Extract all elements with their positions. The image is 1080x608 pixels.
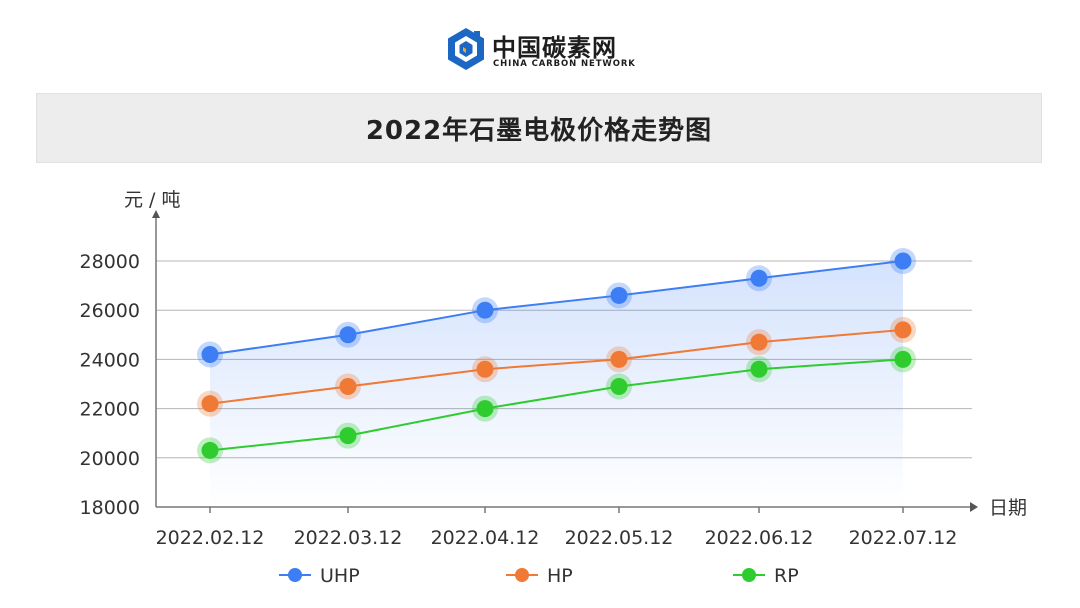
uhp-data-point: [472, 297, 498, 324]
legend-item-rp: RP: [733, 565, 799, 587]
rp-data-point: [472, 395, 498, 422]
uhp-data-point: [335, 321, 361, 348]
logo: 中国碳素网 CHINA CARBON NETWORK: [446, 26, 646, 74]
hp-series-line: [209, 328, 904, 405]
y-tick-label: 22000: [80, 399, 140, 421]
hp-point-marker: [201, 395, 219, 413]
rp-data-point: [606, 373, 632, 400]
uhp-point-marker: [476, 301, 494, 319]
logo-name-en: CHINA CARBON NETWORK: [493, 59, 636, 69]
uhp-series-line: [209, 260, 904, 356]
rp-point-marker: [894, 350, 912, 368]
x-tick-labels: 2022.02.12 2022.03.12 2022.04.12 2022.05.12…: [156, 527, 958, 549]
rp-data-point: [746, 356, 772, 383]
legend-label: HP: [547, 565, 573, 587]
legend-marker-icon: [515, 568, 529, 582]
uhp-data-point: [890, 248, 916, 274]
hp-data-point: [472, 356, 498, 383]
legend: UHP HP RP: [279, 565, 799, 587]
hp-point-marker: [476, 360, 494, 378]
uhp-data-point: [197, 341, 223, 368]
uhp-area-fill: [210, 261, 903, 507]
rp-data-point: [197, 437, 223, 464]
line-chart: 18000 20000 22000 24000 26000 28000 2022.02.1…: [80, 189, 1027, 587]
hp-point-marker: [610, 350, 628, 368]
rp-point-marker: [201, 441, 219, 459]
hp-data-point: [890, 316, 916, 343]
rp-point-marker: [750, 360, 768, 378]
uhp-point-marker: [750, 269, 768, 287]
hp-data-point: [335, 373, 361, 400]
rp-data-point: [890, 346, 916, 373]
x-tick-label: 2022.05.12: [565, 527, 674, 549]
y-axis-arrow-icon: [152, 210, 160, 218]
hp-point-marker: [750, 333, 768, 351]
uhp-data-point: [606, 282, 632, 309]
y-tick-label: 28000: [80, 251, 140, 273]
x-axis-arrow-icon: [970, 502, 978, 512]
y-tick-label: 20000: [80, 448, 140, 470]
legend-label: RP: [774, 565, 799, 587]
series: [197, 248, 916, 464]
x-tick-label: 2022.03.12: [294, 527, 403, 549]
x-tick-label: 2022.06.12: [705, 527, 814, 549]
legend-item-hp: HP: [506, 565, 573, 587]
hp-point-marker: [339, 377, 357, 395]
hp-point-marker: [894, 321, 912, 339]
rp-series-line: [209, 358, 904, 452]
legend-label: UHP: [320, 565, 360, 587]
hp-data-point: [746, 329, 772, 356]
uhp-point-marker: [894, 252, 912, 270]
china-carbon-logo-icon: [448, 28, 484, 70]
uhp-point-marker: [201, 345, 219, 363]
y-tick-label: 18000: [80, 497, 140, 519]
y-tick-label: 26000: [80, 300, 140, 322]
x-tick-label: 2022.04.12: [431, 527, 540, 549]
rp-point-marker: [610, 377, 628, 395]
hp-data-point: [197, 390, 223, 417]
uhp-area: [210, 261, 903, 507]
logo-name-cn: 中国碳素网: [492, 34, 617, 62]
y-tick-labels: 18000 20000 22000 24000 26000 28000: [80, 251, 140, 519]
x-axis-label: 日期: [989, 497, 1027, 519]
chart-title: 2022年石墨电极价格走势图: [365, 115, 713, 146]
y-tick-label: 24000: [80, 349, 140, 371]
legend-item-uhp: UHP: [279, 565, 360, 587]
x-tick-label: 2022.07.12: [849, 527, 958, 549]
rp-point-marker: [476, 400, 494, 418]
hp-data-point: [606, 346, 632, 373]
y-axis-label: 元 / 吨: [124, 189, 180, 211]
chart-title-bar: 2022年石墨电极价格走势图: [36, 93, 1042, 163]
legend-marker-icon: [742, 568, 756, 582]
rp-point-marker: [339, 427, 357, 445]
x-tick-label: 2022.02.12: [156, 527, 265, 549]
axes: [152, 210, 978, 513]
uhp-point-marker: [339, 326, 357, 344]
uhp-data-point: [746, 265, 772, 292]
uhp-point-marker: [610, 286, 628, 304]
legend-marker-icon: [288, 568, 302, 582]
rp-data-point: [335, 422, 361, 449]
